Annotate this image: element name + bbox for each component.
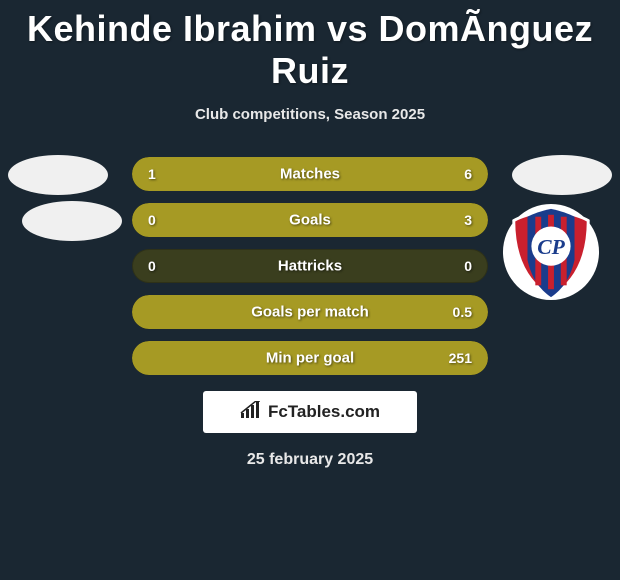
- page-title: Kehinde Ibrahim vs DomÃ­nguez Ruiz: [0, 0, 620, 92]
- player-right-avatar: [512, 155, 612, 195]
- stats-area: CP 1Matches60Goals30Hattricks0Goals per …: [0, 157, 620, 375]
- stat-row: Goals per match0.5: [132, 295, 488, 329]
- subtitle: Club competitions, Season 2025: [0, 106, 620, 123]
- brand-box[interactable]: FcTables.com: [203, 391, 417, 433]
- stat-value-right: 0.5: [453, 304, 472, 320]
- stat-label: Matches: [132, 166, 488, 183]
- crest-letters: CP: [537, 235, 565, 259]
- date-text: 25 february 2025: [0, 451, 620, 469]
- stat-label: Goals: [132, 212, 488, 229]
- club-crest: CP: [502, 203, 600, 301]
- stat-value-right: 251: [449, 350, 472, 366]
- stat-row: 0Hattricks0: [132, 249, 488, 283]
- stat-row: 0Goals3: [132, 203, 488, 237]
- stat-bars: 1Matches60Goals30Hattricks0Goals per mat…: [132, 157, 488, 375]
- player-left-avatar-1: [8, 155, 108, 195]
- stat-value-right: 0: [464, 258, 472, 274]
- stat-label: Goals per match: [132, 304, 488, 321]
- stat-label: Min per goal: [132, 350, 488, 367]
- stat-value-right: 6: [464, 166, 472, 182]
- stat-row: Min per goal251: [132, 341, 488, 375]
- stat-row: 1Matches6: [132, 157, 488, 191]
- brand-chart-icon: [240, 401, 262, 424]
- player-left-avatar-2: [22, 201, 122, 241]
- stat-label: Hattricks: [132, 258, 488, 275]
- brand-text: FcTables.com: [268, 402, 380, 422]
- stat-value-right: 3: [464, 212, 472, 228]
